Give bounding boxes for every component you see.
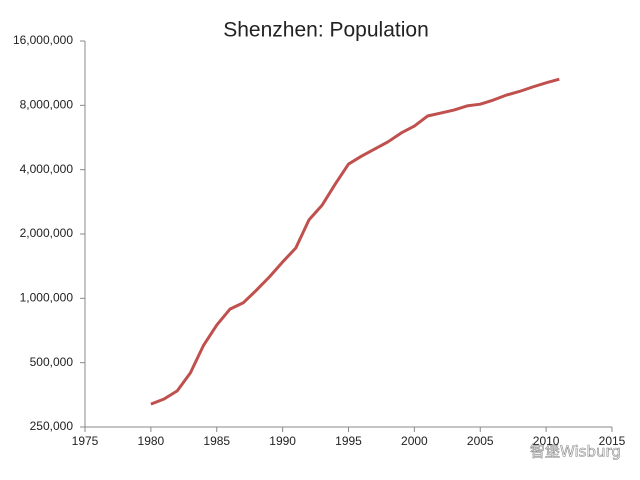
x-tick-label: 2010 xyxy=(533,434,560,448)
y-tick-label: 250,000 xyxy=(30,419,74,433)
y-tick-label: 4,000,000 xyxy=(20,162,74,176)
y-tick-label: 16,000,000 xyxy=(13,33,73,47)
y-tick-label: 500,000 xyxy=(30,355,74,369)
x-tick-label: 2005 xyxy=(467,434,494,448)
chart-title: Shenzhen: Population xyxy=(223,19,429,42)
watermark: 智堡Wisburg xyxy=(530,443,621,461)
y-tick-label: 2,000,000 xyxy=(20,226,74,240)
x-tick-label: 1980 xyxy=(138,434,165,448)
data-line xyxy=(150,77,560,406)
x-tick-label: 2000 xyxy=(401,434,428,448)
x-tick-label: 2015 xyxy=(599,434,626,448)
x-tick-label: 1990 xyxy=(269,434,296,448)
x-tick-label: 1975 xyxy=(72,434,99,448)
x-tick-label: 1985 xyxy=(203,434,230,448)
x-tick-label: 1995 xyxy=(335,434,362,448)
y-tick-label: 1,000,000 xyxy=(20,291,74,305)
y-tick-label: 8,000,000 xyxy=(20,98,74,112)
